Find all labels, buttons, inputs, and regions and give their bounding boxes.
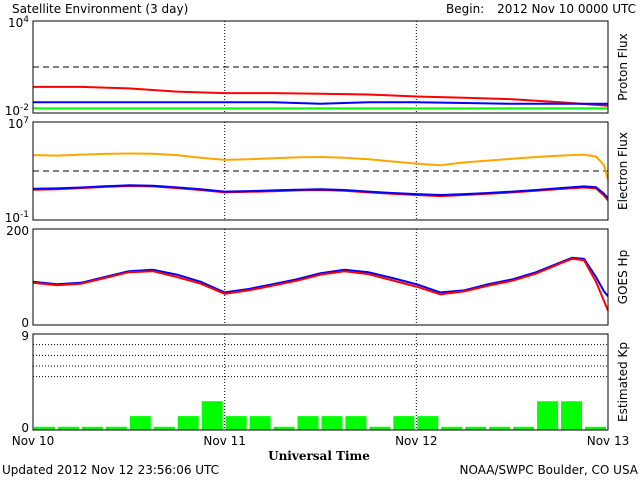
y-tick-label: 104 xyxy=(8,15,29,30)
series-line-2 xyxy=(33,101,608,105)
kp-bar xyxy=(34,426,55,430)
x-tick-label: Nov 12 xyxy=(395,434,438,448)
panel-ylabel: Electron Flux xyxy=(616,132,630,210)
series-line-2 xyxy=(32,257,609,311)
series-line-2 xyxy=(32,184,609,202)
kp-bar xyxy=(369,426,391,430)
panel-frame xyxy=(32,228,609,326)
credit-text: NOAA/SWPC Boulder, CO USA xyxy=(460,463,639,477)
kp-bar xyxy=(81,426,103,430)
series-line-1 xyxy=(33,85,609,107)
series-line-1 xyxy=(32,152,609,180)
panel-frame xyxy=(32,121,609,221)
kp-bar xyxy=(129,416,151,430)
kp-bar xyxy=(345,416,367,430)
kp-bar xyxy=(153,426,175,430)
kp-bar xyxy=(513,426,535,430)
x-axis-label: Universal Time xyxy=(268,449,370,463)
panel-3: 200 0 GOES Hp xyxy=(6,224,630,330)
panel-2: 107 10-1 Electron Flux xyxy=(5,116,630,225)
figure-title: Satellite Environment (3 day) xyxy=(12,2,188,16)
panel-ylabel: Estimated Kp xyxy=(616,342,630,422)
panel-frame xyxy=(32,20,609,114)
x-tick-label: Nov 11 xyxy=(203,434,246,448)
x-tick-label: Nov 10 xyxy=(12,434,55,448)
begin-value: 2012 Nov 10 0000 UTC xyxy=(497,2,636,16)
panel-4: 9 0 Estimated Kp xyxy=(21,329,630,435)
kp-bar xyxy=(201,401,223,430)
panels-group: 104 10-2 Proton Flux 107 10-1 Electron Flux 20… xyxy=(5,15,630,448)
kp-bar xyxy=(177,416,199,430)
y-tick-label: 10-1 xyxy=(5,210,29,225)
begin-label: Begin: xyxy=(446,2,484,16)
kp-bar xyxy=(225,416,247,430)
y-tick-label: 9 xyxy=(21,329,29,343)
kp-bar xyxy=(297,416,319,430)
panel-ylabel: Proton Flux xyxy=(616,33,630,100)
panel-frame xyxy=(32,333,609,431)
x-tick-label: Nov 13 xyxy=(587,434,630,448)
kp-bar xyxy=(441,426,463,430)
kp-bar xyxy=(561,401,583,430)
kp-bar xyxy=(489,426,511,430)
y-tick-label: 107 xyxy=(8,116,29,131)
kp-bar xyxy=(273,426,295,430)
kp-bar xyxy=(585,426,606,430)
kp-bar xyxy=(105,426,127,430)
y-tick-label: 0 xyxy=(21,316,29,330)
kp-bar xyxy=(321,416,343,430)
kp-bar xyxy=(57,426,79,430)
y-tick-label: 10-2 xyxy=(5,103,29,118)
panel-1: 104 10-2 Proton Flux xyxy=(5,15,630,118)
kp-bar xyxy=(465,426,487,430)
kp-bar xyxy=(417,416,439,430)
kp-bar xyxy=(393,416,415,430)
series-line-3 xyxy=(32,184,609,199)
updated-timestamp: Updated 2012 Nov 12 23:56:06 UTC xyxy=(2,463,219,477)
panel-ylabel: GOES Hp xyxy=(616,250,630,304)
kp-bar xyxy=(249,416,271,430)
kp-bar xyxy=(537,401,559,430)
y-tick-label: 0 xyxy=(21,421,29,435)
y-tick-label: 200 xyxy=(6,224,29,238)
